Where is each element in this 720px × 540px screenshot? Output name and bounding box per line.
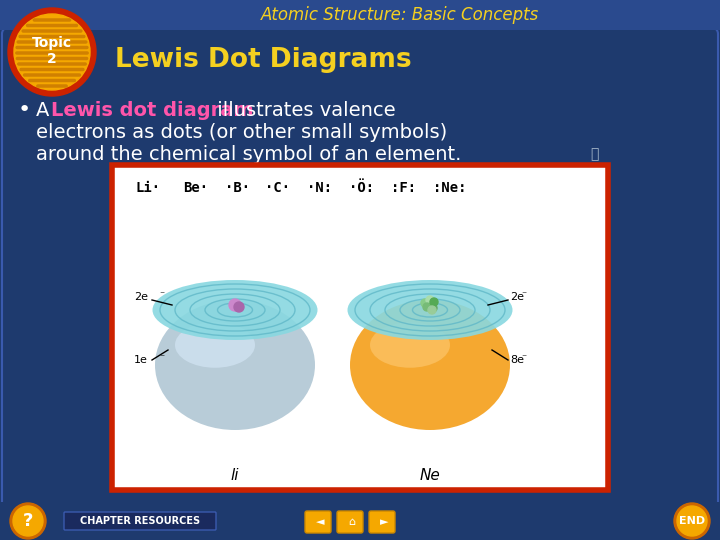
Text: 1e: 1e [134, 355, 148, 365]
FancyBboxPatch shape [64, 512, 216, 530]
Text: A: A [36, 100, 55, 119]
Text: electrons as dots (or other small symbols): electrons as dots (or other small symbol… [36, 123, 447, 141]
Circle shape [677, 506, 707, 536]
Text: Topic
2: Topic 2 [32, 36, 72, 66]
Ellipse shape [153, 280, 318, 340]
Circle shape [426, 296, 434, 304]
Text: ⌂: ⌂ [348, 517, 356, 527]
Text: Atomic Structure: Basic Concepts: Atomic Structure: Basic Concepts [261, 6, 539, 24]
Text: around the chemical symbol of an element.: around the chemical symbol of an element… [36, 145, 462, 164]
Text: Lewis Dot Diagrams: Lewis Dot Diagrams [115, 47, 412, 73]
Text: 🔈: 🔈 [590, 147, 598, 161]
Text: ►: ► [379, 517, 388, 527]
Ellipse shape [155, 300, 315, 430]
Circle shape [234, 302, 244, 312]
FancyBboxPatch shape [2, 28, 718, 508]
Text: li: li [230, 468, 239, 483]
Text: ·B·: ·B· [225, 181, 251, 195]
Circle shape [430, 298, 438, 306]
Circle shape [674, 503, 710, 539]
Circle shape [421, 299, 429, 307]
FancyBboxPatch shape [0, 0, 720, 30]
Text: 2e: 2e [510, 292, 524, 302]
Text: :F:: :F: [392, 181, 417, 195]
Ellipse shape [370, 322, 450, 368]
Text: ⁻: ⁻ [159, 290, 164, 300]
Circle shape [229, 299, 241, 311]
Text: ·Ö:: ·Ö: [349, 181, 374, 195]
Circle shape [429, 304, 437, 312]
Text: CHAPTER RESOURCES: CHAPTER RESOURCES [80, 516, 200, 526]
Text: ·N:: ·N: [307, 181, 333, 195]
Text: ?: ? [23, 512, 33, 530]
Text: END: END [679, 516, 705, 526]
Circle shape [428, 306, 436, 314]
Text: Be·: Be· [184, 181, 209, 195]
Text: 2e: 2e [134, 292, 148, 302]
Text: Lewis dot diagram: Lewis dot diagram [51, 100, 253, 119]
Circle shape [423, 303, 431, 311]
Circle shape [8, 8, 96, 96]
Circle shape [14, 14, 90, 90]
FancyBboxPatch shape [0, 502, 720, 540]
Text: Ne: Ne [420, 468, 441, 483]
Circle shape [13, 506, 43, 536]
FancyBboxPatch shape [369, 511, 395, 533]
Ellipse shape [175, 322, 255, 368]
Text: •: • [18, 100, 31, 120]
Ellipse shape [350, 300, 510, 430]
Text: ·C·: ·C· [266, 181, 291, 195]
Text: ◄: ◄ [316, 517, 324, 527]
Text: ⁻: ⁻ [159, 353, 164, 363]
Text: ⁻: ⁻ [521, 353, 526, 363]
FancyBboxPatch shape [112, 165, 608, 490]
Circle shape [10, 503, 46, 539]
FancyBboxPatch shape [337, 511, 363, 533]
FancyBboxPatch shape [305, 511, 331, 533]
Text: Li·: Li· [135, 181, 161, 195]
Ellipse shape [348, 280, 513, 340]
Text: ⁻: ⁻ [521, 290, 526, 300]
Text: illustrates valence: illustrates valence [211, 100, 395, 119]
Text: :Ne:: :Ne: [433, 181, 467, 195]
Text: 8e: 8e [510, 355, 524, 365]
